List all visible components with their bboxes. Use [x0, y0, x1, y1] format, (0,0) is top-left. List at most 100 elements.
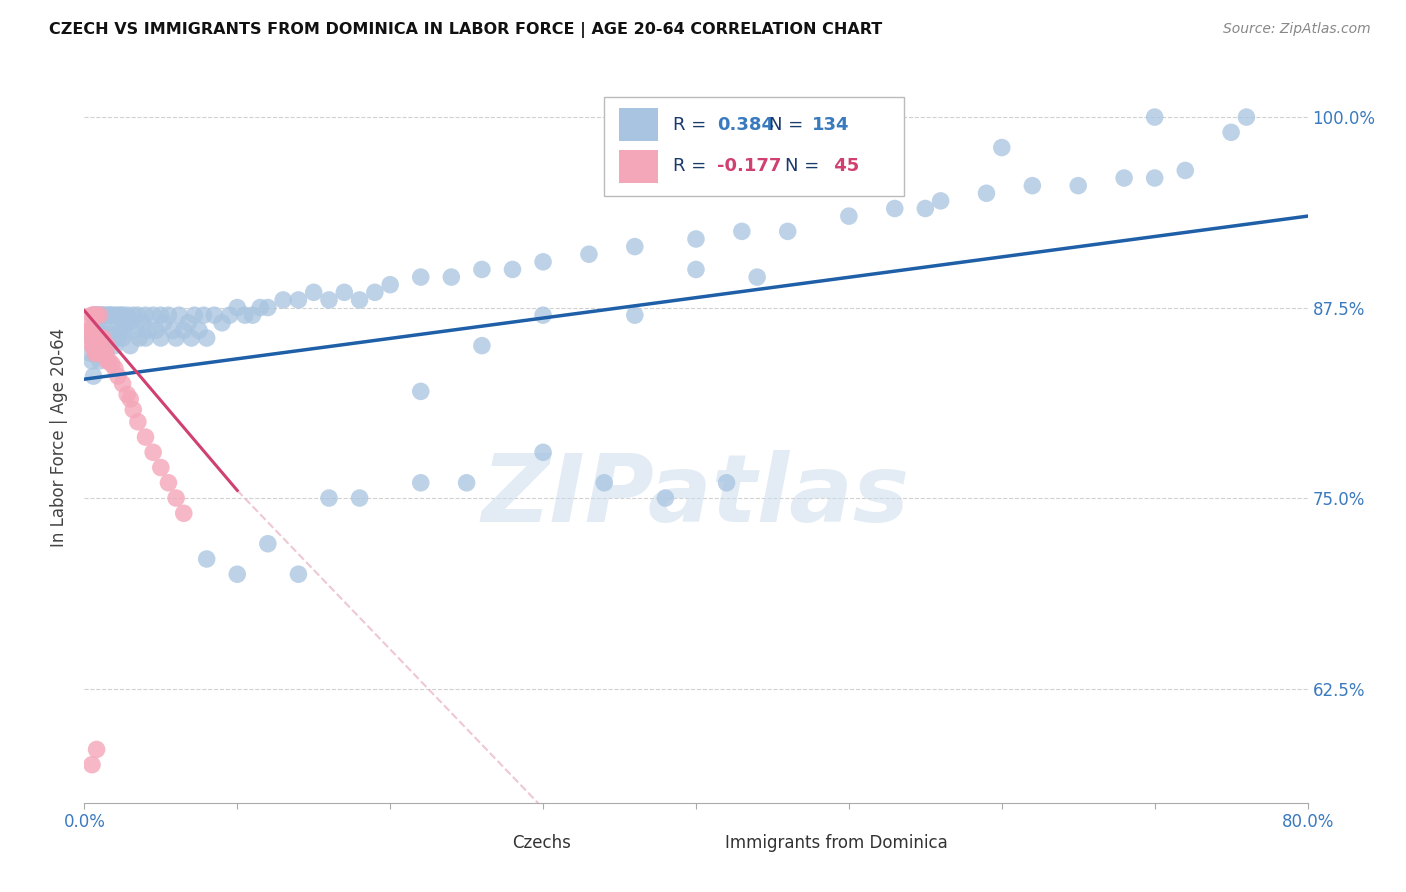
- Point: [165, 331, 187, 345]
- Point: [471, 262, 494, 277]
- Point: [89, 331, 111, 345]
- Point: [84, 346, 107, 360]
- Point: [349, 491, 371, 505]
- Text: 0.384: 0.384: [717, 116, 773, 134]
- Point: [107, 369, 129, 384]
- Point: [167, 308, 190, 322]
- Point: [624, 239, 647, 253]
- Point: [89, 331, 111, 345]
- Point: [89, 354, 111, 368]
- Point: [747, 270, 769, 285]
- Point: [101, 308, 124, 322]
- Point: [87, 346, 110, 360]
- Point: [83, 308, 105, 322]
- Point: [86, 346, 108, 360]
- Point: [103, 331, 125, 345]
- Point: [142, 445, 165, 459]
- Text: 134: 134: [813, 116, 849, 134]
- Point: [242, 308, 264, 322]
- Point: [101, 331, 124, 345]
- Point: [84, 308, 107, 322]
- Point: [91, 308, 114, 322]
- Point: [128, 331, 150, 345]
- Point: [120, 392, 142, 406]
- Point: [287, 567, 309, 582]
- Text: R =: R =: [672, 116, 711, 134]
- Point: [135, 308, 157, 322]
- Point: [91, 331, 114, 345]
- Point: [685, 262, 707, 277]
- Point: [349, 293, 371, 307]
- Point: [89, 308, 111, 322]
- Point: [716, 475, 738, 490]
- Point: [93, 331, 115, 345]
- Point: [86, 308, 108, 322]
- Point: [83, 331, 105, 345]
- Point: [177, 316, 200, 330]
- Point: [90, 346, 112, 360]
- Point: [125, 323, 148, 337]
- FancyBboxPatch shape: [605, 97, 904, 195]
- Point: [96, 308, 118, 322]
- Point: [202, 308, 225, 322]
- Point: [157, 308, 180, 322]
- Point: [142, 308, 165, 322]
- Point: [98, 308, 121, 322]
- Point: [193, 308, 215, 322]
- Point: [80, 354, 103, 368]
- Point: [87, 346, 110, 360]
- Point: [115, 387, 138, 401]
- Point: [838, 110, 860, 124]
- Point: [226, 567, 249, 582]
- Point: [1174, 163, 1197, 178]
- Point: [120, 339, 142, 353]
- Point: [1143, 110, 1166, 124]
- Point: [131, 316, 153, 330]
- Point: [502, 262, 524, 277]
- Point: [87, 323, 110, 337]
- Point: [83, 339, 105, 353]
- Point: [149, 308, 172, 322]
- Point: [149, 460, 172, 475]
- Point: [83, 308, 105, 322]
- Point: [531, 255, 554, 269]
- Point: [233, 308, 256, 322]
- Point: [122, 402, 145, 417]
- Point: [135, 331, 157, 345]
- Point: [318, 491, 340, 505]
- Point: [531, 308, 554, 322]
- Point: [157, 475, 180, 490]
- Point: [91, 346, 114, 360]
- Text: ZIPatlas: ZIPatlas: [482, 450, 910, 541]
- Point: [188, 323, 211, 337]
- Point: [111, 331, 134, 345]
- Point: [87, 331, 110, 345]
- Point: [409, 384, 432, 399]
- Point: [84, 308, 107, 322]
- Point: [302, 285, 325, 300]
- Point: [364, 285, 387, 300]
- Point: [90, 308, 112, 322]
- Point: [115, 308, 138, 322]
- Point: [226, 301, 249, 315]
- Point: [101, 357, 124, 371]
- Point: [97, 308, 120, 322]
- Point: [1220, 125, 1243, 139]
- Point: [173, 506, 195, 520]
- Point: [127, 308, 149, 322]
- Point: [153, 316, 176, 330]
- Point: [531, 445, 554, 459]
- Point: [976, 186, 998, 201]
- Point: [96, 354, 118, 368]
- Point: [89, 346, 111, 360]
- Point: [838, 209, 860, 223]
- Point: [86, 331, 108, 345]
- Point: [104, 323, 127, 337]
- Point: [578, 247, 600, 261]
- Point: [90, 323, 112, 337]
- Point: [183, 308, 205, 322]
- Point: [80, 757, 103, 772]
- Point: [86, 742, 108, 756]
- Point: [257, 301, 280, 315]
- Point: [94, 346, 117, 360]
